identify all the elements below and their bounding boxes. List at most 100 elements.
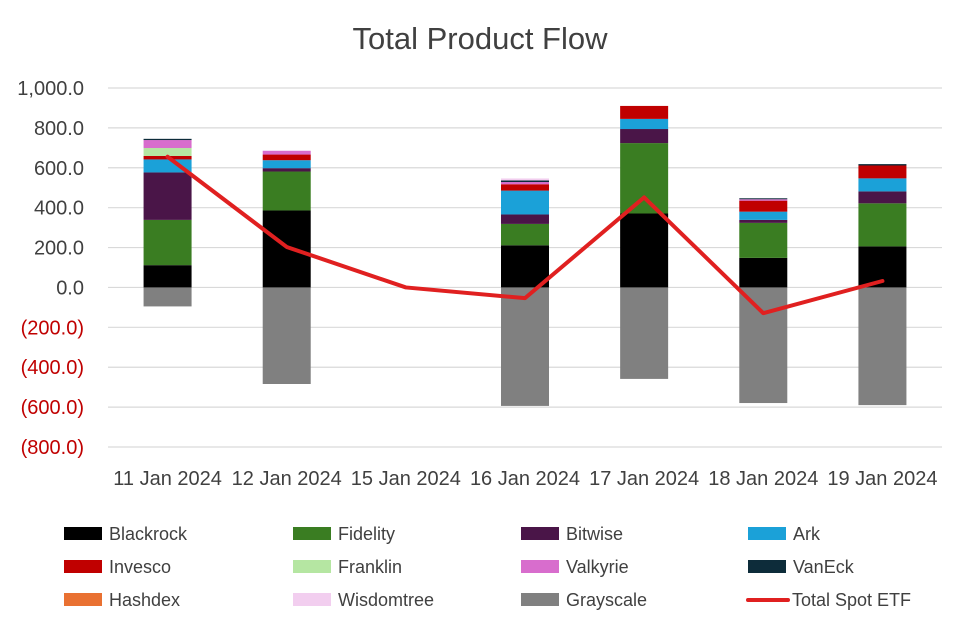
x-tick-label: 19 Jan 2024 [827,468,937,490]
legend-item-fidelity: Fidelity [293,524,395,544]
line-total-spot-etf [165,154,885,316]
legend-label: Wisdomtree [338,590,434,610]
bar-vaneck [501,180,549,183]
bar-valkyrie [143,140,192,149]
y-tick-label: 800.0 [34,118,84,140]
y-tick-label: 600.0 [34,158,84,180]
x-tick-label: 17 Jan 2024 [589,468,699,490]
bar-invesco [858,165,907,179]
bar-valkyrie [262,150,311,155]
bar-blackrock [739,257,788,288]
legend-label: Bitwise [566,524,623,544]
bar-bitwise [143,172,192,220]
legend: Blackrock Fidelity Bitwise Ark Invesco Frankl… [64,524,911,610]
bar-invesco [620,105,669,119]
bar-ark [858,178,907,192]
bar-ark [501,190,549,215]
legend-item-ark: Ark [748,524,821,544]
bar-vaneck [858,164,907,166]
bar-fidelity [739,222,788,258]
bar-grayscale [262,287,311,384]
legend-item-total-spot-etf: Total Spot ETF [746,590,911,610]
y-tick-label: (400.0) [21,357,84,379]
legend-item-blackrock: Blackrock [64,524,188,544]
bar-grayscale [739,287,788,404]
y-tick-label: 1,000.0 [17,78,84,100]
legend-item-bitwise: Bitwise [521,524,623,544]
bar-bitwise [620,129,669,144]
chart-title: Total Product Flow [353,21,609,56]
legend-item-valkyrie: Valkyrie [521,557,629,577]
legend-item-grayscale: Grayscale [521,590,647,610]
legend-label: Valkyrie [566,557,629,577]
bar-bitwise [858,191,907,204]
bar-blackrock [501,245,549,288]
legend-swatch [748,560,786,573]
bar-vaneck [143,138,192,141]
y-axis-tick-labels: 1,000.0 800.0 600.0 400.0 200.0 0.0 (200.0) (40… [17,78,84,459]
bar-blackrock [143,265,192,288]
legend-swatch [293,593,331,606]
bar-bitwise [739,219,788,223]
bar-grayscale [501,287,549,406]
legend-swatch [64,527,102,540]
bar-blackrock [620,213,669,288]
bar-bitwise [262,168,311,172]
total-line [165,154,885,316]
legend-label: Total Spot ETF [792,590,911,610]
y-tick-label: 0.0 [56,277,84,299]
y-tick-label: (600.0) [21,397,84,419]
x-axis-tick-labels: 11 Jan 2024 12 Jan 2024 15 Jan 2024 16 Jan … [113,468,937,490]
bar-fidelity [858,203,907,247]
x-tick-label: 12 Jan 2024 [232,468,342,490]
legend-label: Hashdex [109,590,180,610]
legend-swatch [748,527,786,540]
bar-grayscale [143,287,192,307]
legend-item-wisdomtree: Wisdomtree [293,590,434,610]
bar-ark [262,160,311,169]
legend-item-vaneck: VanEck [748,557,855,577]
legend-swatch [521,527,559,540]
bar-bitwise [501,214,549,224]
legend-swatch [64,560,102,573]
legend-label: Ark [793,524,821,544]
y-tick-label: 200.0 [34,238,84,260]
bar-wisdomtree [501,178,549,181]
bar-invesco [262,154,311,161]
bar-invesco [501,184,549,191]
legend-label: Franklin [338,557,402,577]
x-tick-label: 18 Jan 2024 [708,468,818,490]
bar-valkyrie [501,182,549,185]
x-tick-label: 15 Jan 2024 [351,468,461,490]
legend-label: Grayscale [566,590,647,610]
legend-label: VanEck [793,557,855,577]
bar-invesco [739,200,788,212]
legend-swatch [64,593,102,606]
legend-label: Blackrock [109,524,188,544]
legend-item-franklin: Franklin [293,557,402,577]
y-tick-label: (800.0) [21,437,84,459]
bars [143,105,907,406]
bar-ark [620,118,669,130]
bar-valkyrie [739,199,788,201]
bar-vaneck [739,198,788,200]
y-tick-label: (200.0) [21,317,84,339]
x-tick-label: 11 Jan 2024 [113,468,222,490]
bar-fidelity [143,219,192,266]
y-tick-label: 400.0 [34,198,84,220]
bar-fidelity [620,143,669,214]
bar-fidelity [501,223,549,246]
bar-ark [739,211,788,220]
legend-swatch [293,527,331,540]
legend-swatch [293,560,331,573]
legend-item-hashdex: Hashdex [64,590,180,610]
bar-ark [143,159,192,173]
bar-fidelity [262,171,311,211]
bar-grayscale [858,287,907,406]
bar-grayscale [620,287,669,379]
bar-franklin [143,148,192,156]
legend-item-invesco: Invesco [64,557,171,577]
legend-label: Fidelity [338,524,395,544]
